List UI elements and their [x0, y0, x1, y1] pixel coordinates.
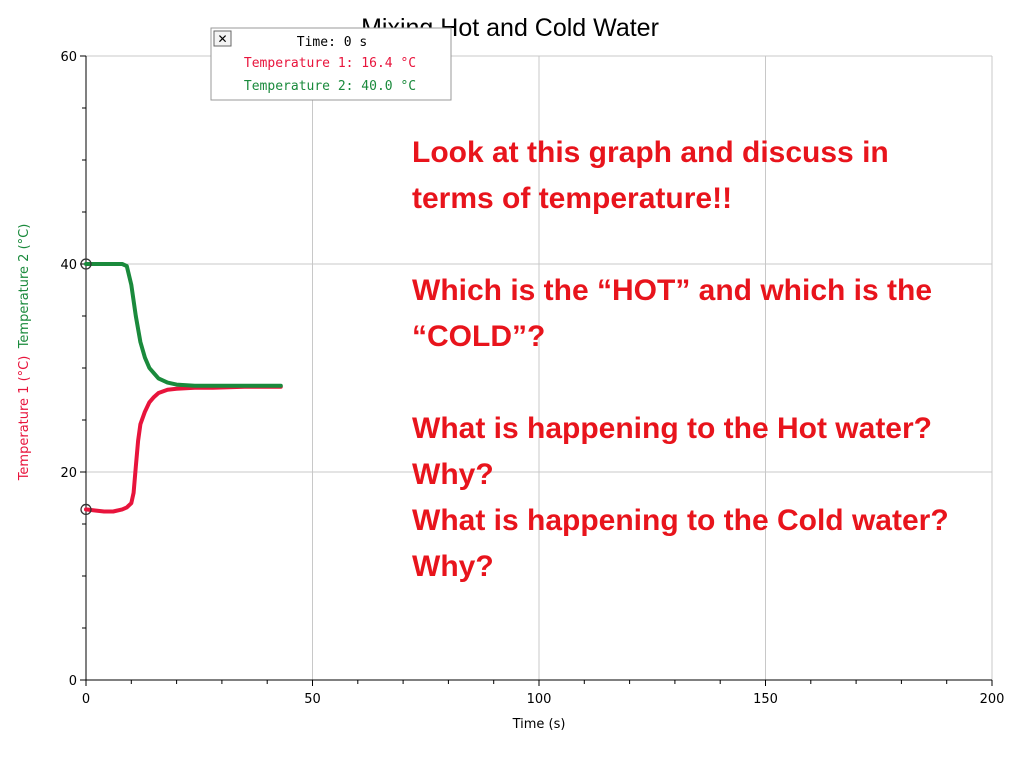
series-layer [80, 258, 283, 516]
y-tick-label: 20 [60, 466, 77, 481]
x-tick-label: 50 [304, 692, 321, 707]
series-line-2 [84, 262, 283, 388]
series-line-1 [84, 384, 283, 514]
y-tick-label: 60 [60, 50, 77, 65]
readout-tooltip: ✕ Time: 0 s Temperature 1: 16.4 °C Tempe… [210, 27, 452, 101]
x-tick-label: 0 [82, 692, 90, 707]
x-tick-label: 100 [527, 692, 552, 707]
tooltip-temp2: Temperature 2: 40.0 °C [244, 79, 416, 94]
tooltip-temp1: Temperature 1: 16.4 °C [244, 56, 416, 71]
x-axis-title: Time (s) [512, 717, 566, 732]
tooltip-time: Time: 0 s [297, 35, 367, 50]
prompt-paragraph-4: What is happening to the Cold water? Why… [412, 504, 949, 583]
close-icon: ✕ [217, 32, 227, 46]
series-1-start-marker [80, 503, 92, 516]
x-tick-label: 200 [980, 692, 1005, 707]
axes: 0 50 100 150 200 0 20 40 60 [60, 50, 1004, 707]
grid [86, 55, 993, 680]
y-tick-label: 0 [69, 674, 77, 689]
y-tick-label: 40 [60, 258, 77, 273]
tooltip-close-button[interactable]: ✕ [213, 30, 232, 47]
y-axis-title-series-2: Temperature 2 (°C) [17, 224, 32, 350]
y-axis-title-series-1: Temperature 1 (°C) [17, 356, 32, 482]
prompt-paragraph-2: Which is the “HOT” and which is the “COL… [412, 274, 933, 353]
prompt-paragraph-3: What is happening to the Hot water? Why? [412, 412, 932, 491]
discussion-prompt: Look at this graph and discuss in terms … [412, 130, 952, 590]
series-2-start-marker [80, 258, 92, 270]
x-tick-label: 150 [753, 692, 778, 707]
prompt-paragraph-1: Look at this graph and discuss in terms … [412, 136, 889, 215]
